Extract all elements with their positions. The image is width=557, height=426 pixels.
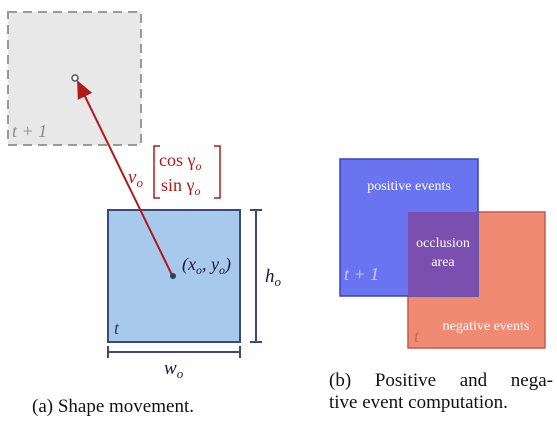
negative-events-label: negative events	[443, 319, 530, 334]
matrix-left-bracket	[153, 145, 160, 199]
matrix-right-bracket	[214, 145, 221, 199]
panel-b: positive events occlusion area t + 1 neg…	[339, 158, 546, 349]
prev-time-label-b: t	[414, 326, 420, 346]
current-center-marker	[170, 273, 176, 279]
caption-panel-b: (b) Positive and nega- tive event comput…	[329, 370, 553, 414]
caption-panel-a: (a) Shape movement.	[32, 396, 194, 417]
velocity-label: vo	[128, 167, 143, 190]
occlusion-region	[408, 212, 478, 296]
velocity-arrow	[77, 80, 173, 276]
positive-events-label: positive events	[367, 179, 451, 194]
caption-panel-b-line1: (b) Positive and nega-	[329, 370, 553, 391]
height-label: ho	[265, 266, 282, 289]
width-label: wo	[164, 358, 184, 381]
next-time-label: t + 1	[344, 264, 379, 284]
prev-time-label: t + 1	[12, 121, 47, 141]
occlusion-label-line1: occlusion	[416, 236, 470, 251]
panel-a: t + 1 t vo cos γo sin γo (xo, yo) ho wo	[7, 11, 282, 381]
previous-center-marker	[71, 74, 79, 82]
occlusion-label-line2: area	[431, 255, 455, 270]
matrix-bottom-entry: sin γo	[161, 175, 200, 198]
center-coordinate-label: (xo, yo)	[182, 254, 231, 277]
caption-panel-b-line2: tive event computation.	[329, 392, 508, 413]
current-time-label: t	[114, 318, 120, 338]
matrix-top-entry: cos γo	[159, 150, 201, 173]
